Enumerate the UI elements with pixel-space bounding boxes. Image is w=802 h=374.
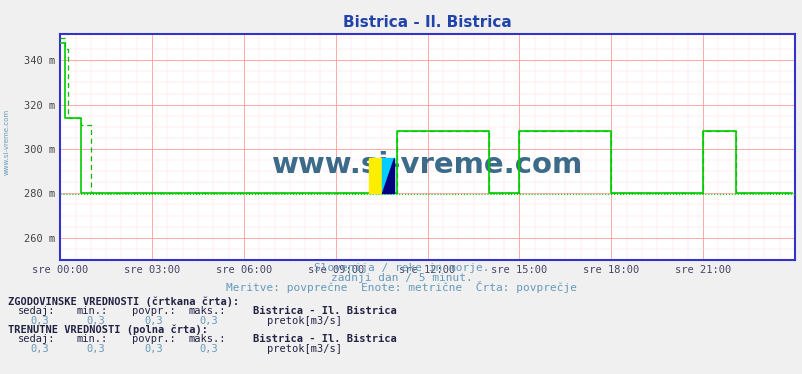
Text: ZGODOVINSKE VREDNOSTI (črtkana črta):: ZGODOVINSKE VREDNOSTI (črtkana črta):: [8, 296, 239, 307]
Text: zadnji dan / 5 minut.: zadnji dan / 5 minut.: [330, 273, 472, 283]
Text: 0,3: 0,3: [30, 344, 49, 353]
Text: maks.:: maks.:: [188, 306, 226, 316]
Text: Slovenija / reke in morje.: Slovenija / reke in morje.: [314, 263, 488, 273]
Bar: [368, 158, 381, 193]
Text: Meritve: povprečne  Enote: metrične  Črta: povprečje: Meritve: povprečne Enote: metrične Črta:…: [225, 281, 577, 293]
Text: 0,3: 0,3: [87, 344, 105, 353]
Text: TRENUTNE VREDNOSTI (polna črta):: TRENUTNE VREDNOSTI (polna črta):: [8, 324, 208, 335]
Text: 0,3: 0,3: [144, 344, 163, 353]
Text: sedaj:: sedaj:: [18, 334, 55, 344]
Text: maks.:: maks.:: [188, 334, 226, 344]
Text: Bistrica - Il. Bistrica: Bistrica - Il. Bistrica: [253, 306, 396, 316]
Text: min.:: min.:: [76, 334, 107, 344]
Text: www.si-vreme.com: www.si-vreme.com: [3, 109, 10, 175]
Text: 0,3: 0,3: [144, 316, 163, 325]
Text: 0,3: 0,3: [199, 316, 217, 325]
Text: 0,3: 0,3: [87, 316, 105, 325]
Polygon shape: [381, 158, 394, 193]
Text: min.:: min.:: [76, 306, 107, 316]
Text: www.si-vreme.com: www.si-vreme.com: [272, 151, 582, 179]
Text: pretok[m3/s]: pretok[m3/s]: [266, 316, 341, 325]
Title: Bistrica - Il. Bistrica: Bistrica - Il. Bistrica: [342, 15, 512, 30]
Text: sedaj:: sedaj:: [18, 306, 55, 316]
Text: Bistrica - Il. Bistrica: Bistrica - Il. Bistrica: [253, 334, 396, 344]
Text: pretok[m3/s]: pretok[m3/s]: [266, 344, 341, 353]
Text: 0,3: 0,3: [199, 344, 217, 353]
Text: 0,3: 0,3: [30, 316, 49, 325]
Text: povpr.:: povpr.:: [132, 306, 176, 316]
Text: povpr.:: povpr.:: [132, 334, 176, 344]
Bar: [381, 158, 394, 193]
